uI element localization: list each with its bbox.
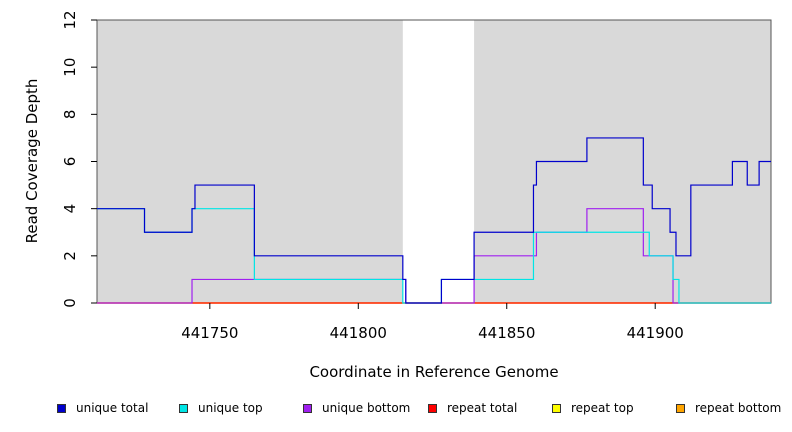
legend-swatch-unique-top bbox=[179, 403, 188, 413]
shaded-regions bbox=[97, 20, 771, 303]
y-tick-label: 4 bbox=[61, 204, 79, 214]
legend-swatch-repeat-total bbox=[428, 403, 437, 413]
shaded-region-1 bbox=[97, 20, 403, 303]
legend-label-repeat-total: repeat total bbox=[447, 401, 518, 415]
legend-label-unique-total: unique total bbox=[76, 401, 149, 415]
legend-label-unique-bottom: unique bottom bbox=[322, 401, 411, 415]
y-tick-label: 12 bbox=[61, 10, 79, 29]
x-tick-label: 441750 bbox=[181, 324, 238, 342]
legend-label-unique-top: unique top bbox=[198, 401, 263, 415]
x-tick-label: 441800 bbox=[330, 324, 387, 342]
x-axis-title: Coordinate in Reference Genome bbox=[309, 363, 558, 381]
y-axis-title: Read Coverage Depth bbox=[23, 79, 41, 244]
legend-swatch-repeat-top bbox=[552, 403, 561, 413]
legend-item-unique-top: unique top bbox=[179, 398, 263, 418]
legend-swatch-repeat-bottom bbox=[676, 403, 685, 413]
legend: unique total unique top unique bottom re… bbox=[0, 398, 792, 418]
legend-item-unique-total: unique total bbox=[57, 398, 148, 418]
y-tick-label: 8 bbox=[61, 110, 79, 120]
legend-item-unique-bottom: unique bottom bbox=[303, 398, 410, 418]
legend-label-repeat-top: repeat top bbox=[571, 401, 634, 415]
x-tick-label: 441850 bbox=[478, 324, 535, 342]
y-axis: 0 2 4 6 8 10 12 bbox=[61, 10, 97, 308]
y-tick-label: 10 bbox=[61, 58, 79, 77]
y-tick-label: 2 bbox=[61, 251, 79, 261]
legend-item-repeat-top: repeat top bbox=[552, 398, 634, 418]
series-line-unique-total bbox=[97, 137, 771, 304]
x-tick-label: 441900 bbox=[627, 324, 684, 342]
x-axis: 441750 441800 441850 441900 bbox=[181, 303, 684, 342]
shaded-region-2 bbox=[474, 20, 771, 303]
legend-swatch-unique-total bbox=[57, 403, 66, 413]
y-tick-label: 0 bbox=[61, 298, 79, 308]
y-tick-label: 6 bbox=[61, 157, 79, 167]
legend-item-repeat-total: repeat total bbox=[428, 398, 517, 418]
legend-label-repeat-bottom: repeat bottom bbox=[695, 401, 782, 415]
legend-swatch-unique-bottom bbox=[303, 403, 312, 413]
legend-item-repeat-bottom: repeat bottom bbox=[676, 398, 781, 418]
